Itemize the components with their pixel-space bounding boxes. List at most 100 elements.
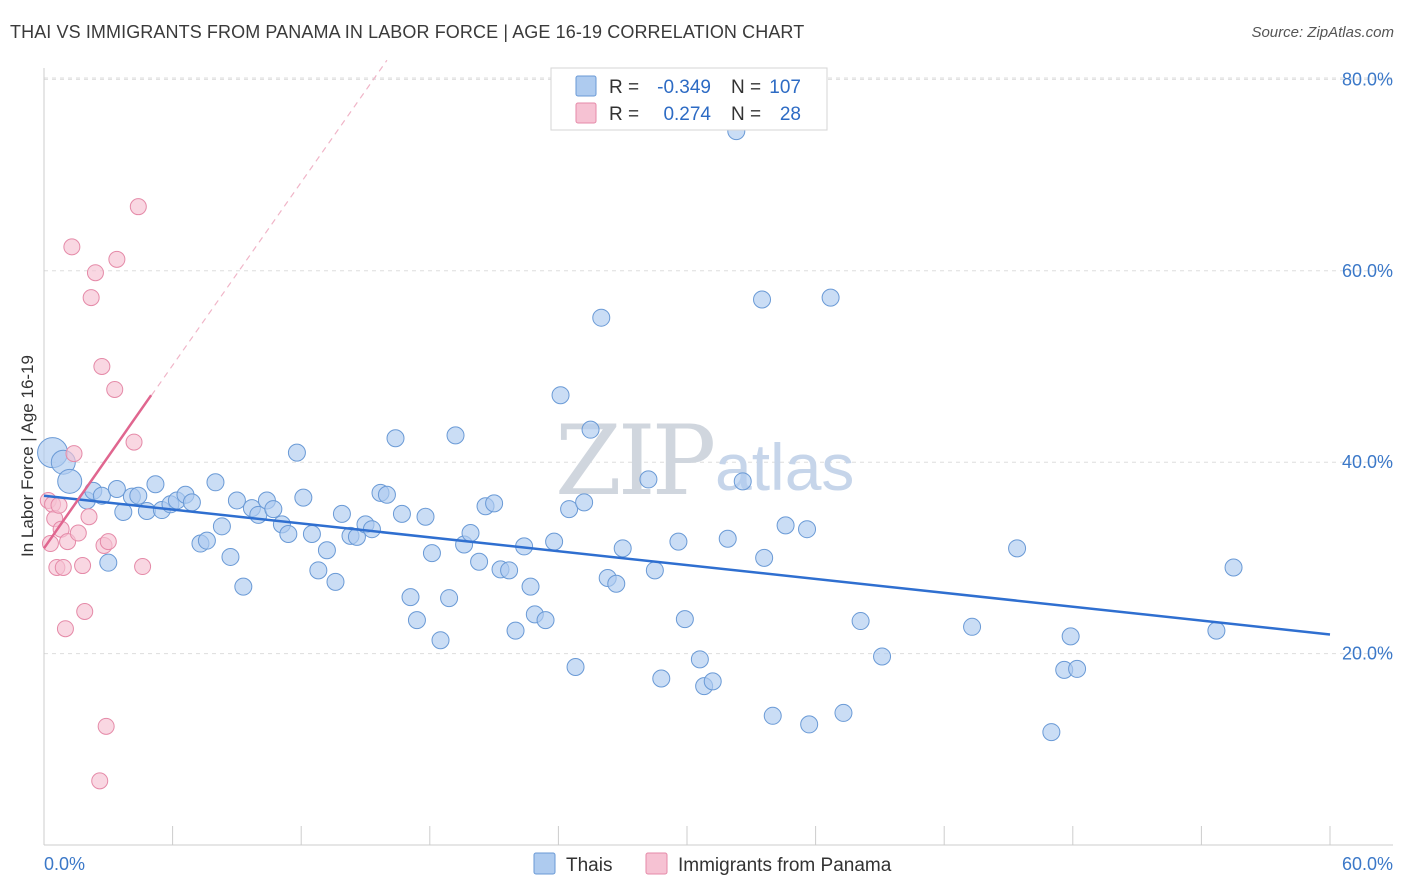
thais-point-48 xyxy=(416,507,435,526)
thais-point-73 xyxy=(607,574,626,593)
thais-point-7 xyxy=(107,479,126,498)
thais-point-60 xyxy=(506,621,525,640)
y-axis-label: In Labor Force | Age 16-19 xyxy=(18,355,37,557)
legend-swatch-thais xyxy=(533,852,556,875)
thais-point-97 xyxy=(1008,539,1027,558)
stats-swatch-panama xyxy=(575,102,597,124)
thais-point-51 xyxy=(440,589,459,608)
panama-point-10 xyxy=(65,445,83,463)
panama-point-21 xyxy=(99,533,117,551)
x-tick-label-min: 0.0% xyxy=(44,854,85,874)
panama-point-6 xyxy=(54,558,72,576)
panama-point-13 xyxy=(76,602,94,620)
panama-point-18 xyxy=(93,358,111,375)
panama-point-15 xyxy=(82,289,100,307)
panama-point-23 xyxy=(108,250,126,268)
stats-box: R = -0.349 N = 107 R = 0.274 N = 28 xyxy=(550,67,828,131)
x-tick-label-max: 60.0% xyxy=(1342,854,1393,874)
thais-point-69 xyxy=(575,493,594,512)
thais-point-46 xyxy=(401,588,420,607)
thais-point-33 xyxy=(302,524,321,543)
thais-point-45 xyxy=(392,504,411,523)
thais-point-83 xyxy=(718,529,737,548)
thais-point-28 xyxy=(264,500,283,519)
thais-point-77 xyxy=(652,669,671,688)
thais-point-89 xyxy=(776,516,795,535)
thais-point-57 xyxy=(485,494,504,513)
stat-r-label-thais: R = xyxy=(609,77,639,98)
thais-point-65 xyxy=(545,532,564,551)
thais-point-5 xyxy=(92,486,111,505)
thais-point-76 xyxy=(645,561,664,580)
panama-point-20 xyxy=(97,717,115,735)
thais-point-21 xyxy=(212,517,231,536)
panama-point-25 xyxy=(129,198,147,216)
panama-point-22 xyxy=(106,380,124,398)
trend-lines xyxy=(42,59,1331,636)
stats-swatch-thais xyxy=(575,75,597,97)
watermark: ZIP atlas xyxy=(555,405,854,517)
thais-point-95 xyxy=(873,647,892,666)
panama-point-16 xyxy=(86,264,104,282)
panama-point-17 xyxy=(91,772,109,790)
stat-r-label-panama: R = xyxy=(609,104,639,125)
source-label: Source: ZipAtlas.com xyxy=(1251,24,1394,41)
panama-point-9 xyxy=(63,238,81,256)
thais-point-23 xyxy=(227,491,246,510)
thais-point-103 xyxy=(1224,558,1243,577)
trend-line-thais xyxy=(43,494,1331,636)
thais-point-52 xyxy=(446,426,465,445)
thais-point-101 xyxy=(1068,659,1087,678)
thais-point-66 xyxy=(551,386,570,405)
thais-point-70 xyxy=(581,420,600,439)
thais-point-100 xyxy=(1061,627,1080,646)
thais-point-30 xyxy=(279,524,298,543)
thais-point-87 xyxy=(755,548,774,567)
watermark-atlas: atlas xyxy=(715,430,854,504)
stat-n-value-panama: 28 xyxy=(780,104,801,125)
panama-point-26 xyxy=(134,558,152,576)
thais-point-92 xyxy=(821,288,840,307)
thais-point-12 xyxy=(146,475,165,494)
thais-point-20 xyxy=(206,473,225,492)
panama-point-11 xyxy=(69,524,87,542)
y-tick-label-2: 60.0% xyxy=(1342,261,1393,281)
stat-n-label-panama: N = xyxy=(731,104,761,125)
thais-point-78 xyxy=(669,532,688,551)
thais-point-88 xyxy=(763,706,782,725)
thais-point-82 xyxy=(703,672,722,691)
thais-point-67 xyxy=(560,500,579,519)
thais-point-32 xyxy=(294,488,313,507)
y-tick-labels: 20.0% 40.0% 60.0% 80.0% xyxy=(1342,69,1393,663)
thais-point-62 xyxy=(521,577,540,596)
thais-point-50 xyxy=(431,631,450,650)
stat-n-label-thais: N = xyxy=(731,77,761,98)
thais-point-54 xyxy=(461,524,480,543)
y-tick-label-3: 80.0% xyxy=(1342,69,1393,89)
panama-point-27 xyxy=(50,496,68,514)
thais-point-10 xyxy=(129,486,148,505)
thais-point-36 xyxy=(326,572,345,591)
thais-point-93 xyxy=(834,703,853,722)
thais-point-85 xyxy=(733,472,752,491)
thais-point-44 xyxy=(386,429,405,448)
thais-point-64 xyxy=(536,611,555,630)
thais-point-75 xyxy=(639,470,658,489)
thais-point-35 xyxy=(317,541,336,560)
legend-label-thais: Thais xyxy=(566,855,612,876)
thais-point-94 xyxy=(851,612,870,631)
legend-label-panama: Immigrants from Panama xyxy=(678,855,892,876)
thais-point-49 xyxy=(422,544,441,563)
thais-point-98 xyxy=(1042,723,1061,742)
thais-point-86 xyxy=(753,290,772,309)
thais-point-34 xyxy=(309,561,328,580)
thais-point-6 xyxy=(99,553,118,572)
thais-point-102 xyxy=(1207,621,1226,640)
panama-point-14 xyxy=(80,508,98,526)
thais-point-71 xyxy=(592,308,611,327)
panama-point-24 xyxy=(125,433,143,451)
stat-r-value-thais: -0.349 xyxy=(657,77,711,98)
thais-point-2 xyxy=(57,468,83,494)
thais-point-43 xyxy=(377,485,396,504)
